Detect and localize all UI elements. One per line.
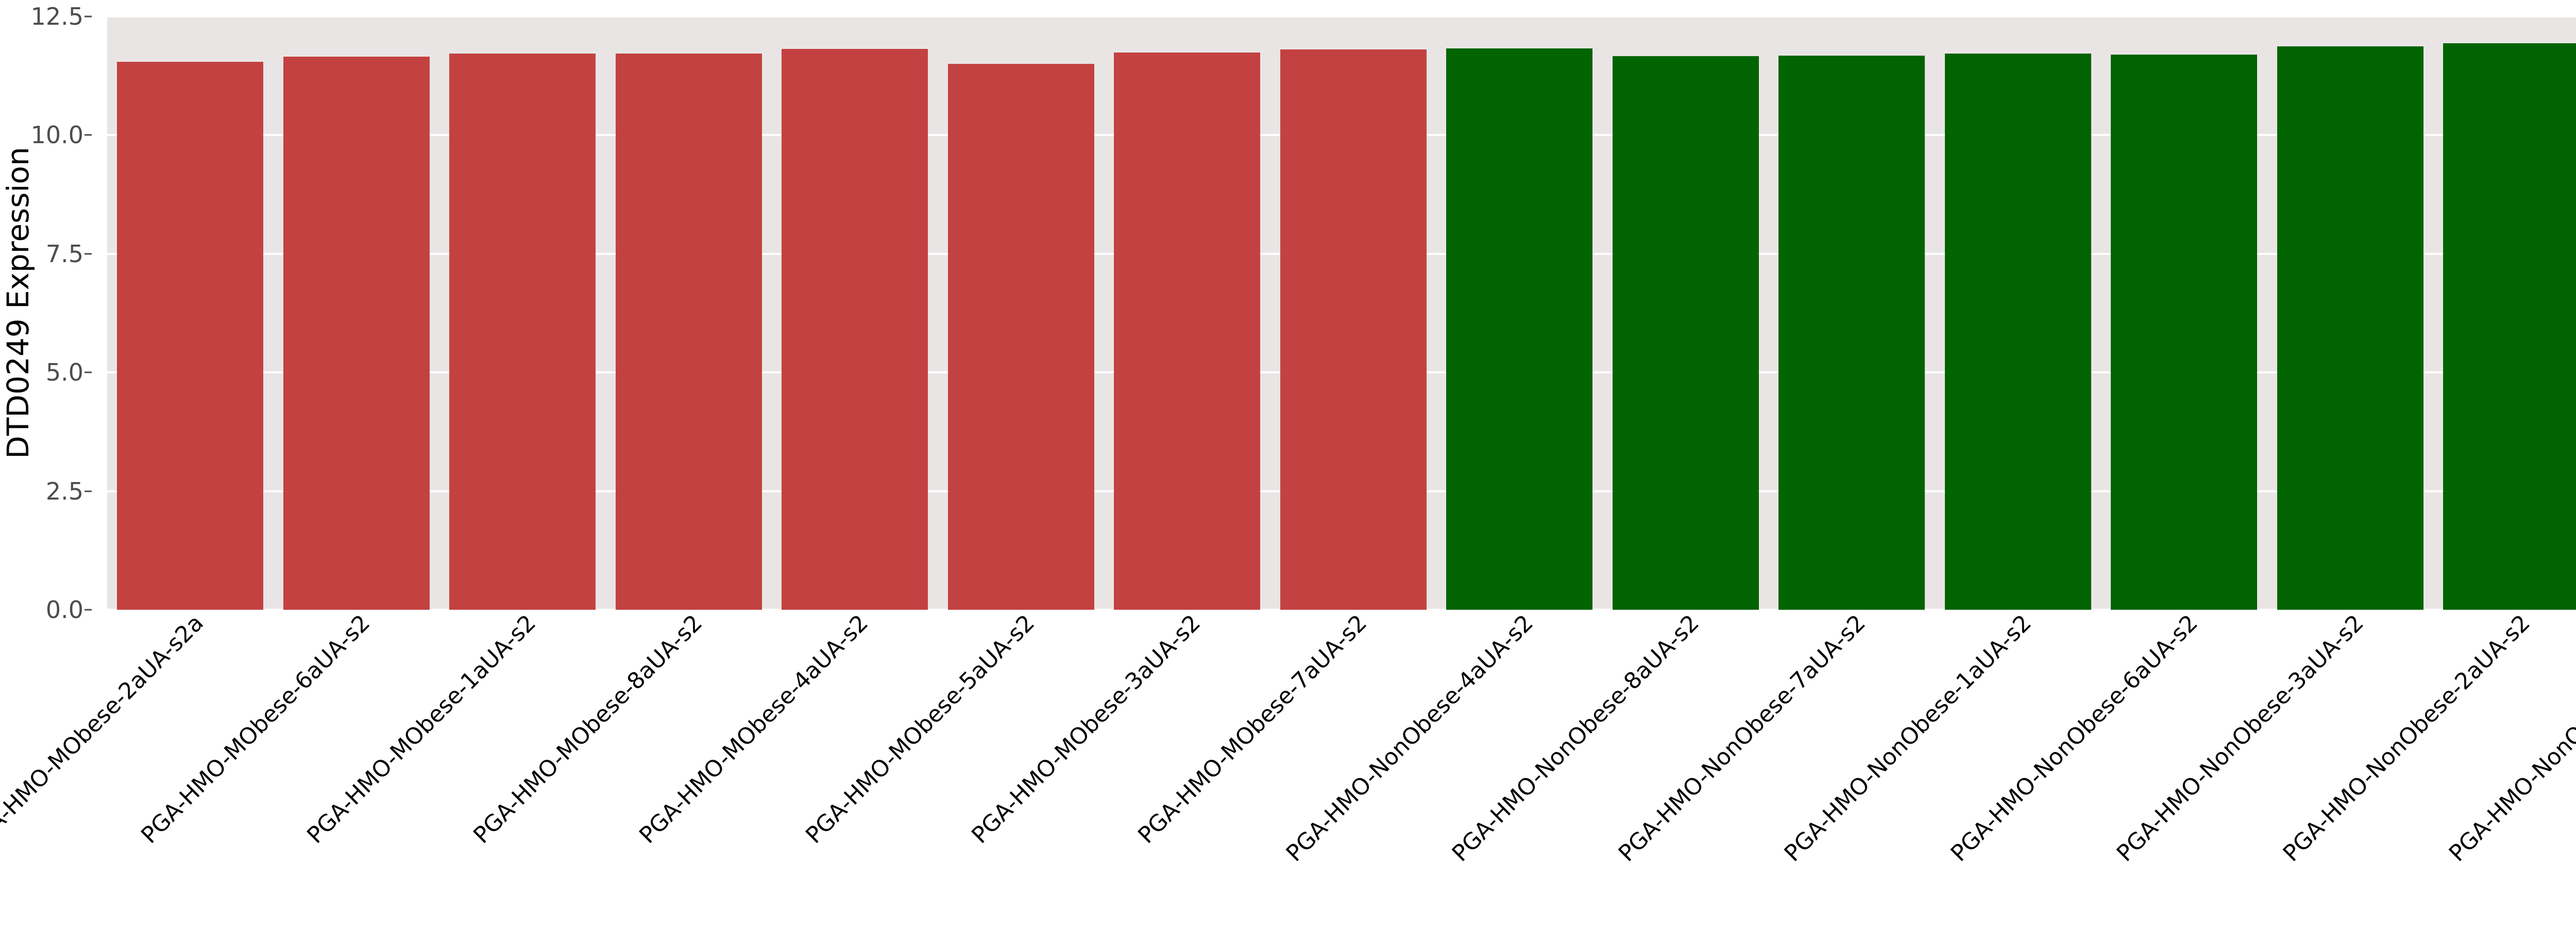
bar-slot xyxy=(107,16,274,610)
gridline xyxy=(107,609,2576,611)
plot-area xyxy=(107,15,2576,611)
bar-slot xyxy=(1769,16,1935,610)
bar[interactable] xyxy=(449,53,596,610)
bar-slot xyxy=(439,16,606,610)
bar-slot xyxy=(606,16,772,610)
bar[interactable] xyxy=(283,57,430,610)
bar-slot xyxy=(2433,16,2576,610)
y-tick-label: 10.0 xyxy=(30,121,83,149)
bar[interactable] xyxy=(947,64,1094,610)
bar[interactable] xyxy=(2111,54,2258,610)
bar-slot xyxy=(2267,16,2434,610)
bar-slot xyxy=(938,16,1105,610)
bar-series xyxy=(107,16,2576,610)
bar-slot xyxy=(772,16,938,610)
y-tick-label: 2.5 xyxy=(45,477,83,505)
bar[interactable] xyxy=(615,53,762,610)
y-tick-label: 5.0 xyxy=(45,358,83,387)
bar-slot xyxy=(1436,16,1603,610)
bar-slot xyxy=(1270,16,1437,610)
bar[interactable] xyxy=(2443,43,2576,610)
bar[interactable] xyxy=(1944,53,2091,610)
bar-slot xyxy=(1603,16,1769,610)
y-tick-mark xyxy=(84,490,92,492)
y-tick-label: 0.0 xyxy=(45,596,83,624)
y-tick-mark xyxy=(84,134,92,136)
y-tick-label: 12.5 xyxy=(30,3,83,30)
y-tick-mark xyxy=(84,609,92,611)
x-axis-tick-labels: PGA-HMO-MObese-2aUA-s2a PGA-HMO-MObese-6a… xyxy=(0,610,2576,919)
y-tick-mark xyxy=(84,253,92,255)
bar[interactable] xyxy=(1114,53,1261,610)
bar-slot xyxy=(2101,16,2267,610)
bar[interactable] xyxy=(1778,55,1925,610)
y-tick-mark xyxy=(84,371,92,373)
bar-slot xyxy=(1104,16,1270,610)
bar-slot xyxy=(274,16,440,610)
gridline xyxy=(107,15,2576,18)
y-axis-tick-labels: 0.0 2.5 5.0 7.5 10.0 12.5 xyxy=(0,0,103,927)
bar[interactable] xyxy=(1612,56,1759,610)
bar[interactable] xyxy=(2277,46,2424,610)
bar-slot xyxy=(1935,16,2102,610)
bar[interactable] xyxy=(1446,48,1593,610)
bar[interactable] xyxy=(1280,49,1427,610)
bar[interactable] xyxy=(782,48,928,610)
y-tick-mark xyxy=(84,15,92,18)
y-tick-label: 7.5 xyxy=(45,239,83,268)
bar[interactable] xyxy=(117,61,264,610)
